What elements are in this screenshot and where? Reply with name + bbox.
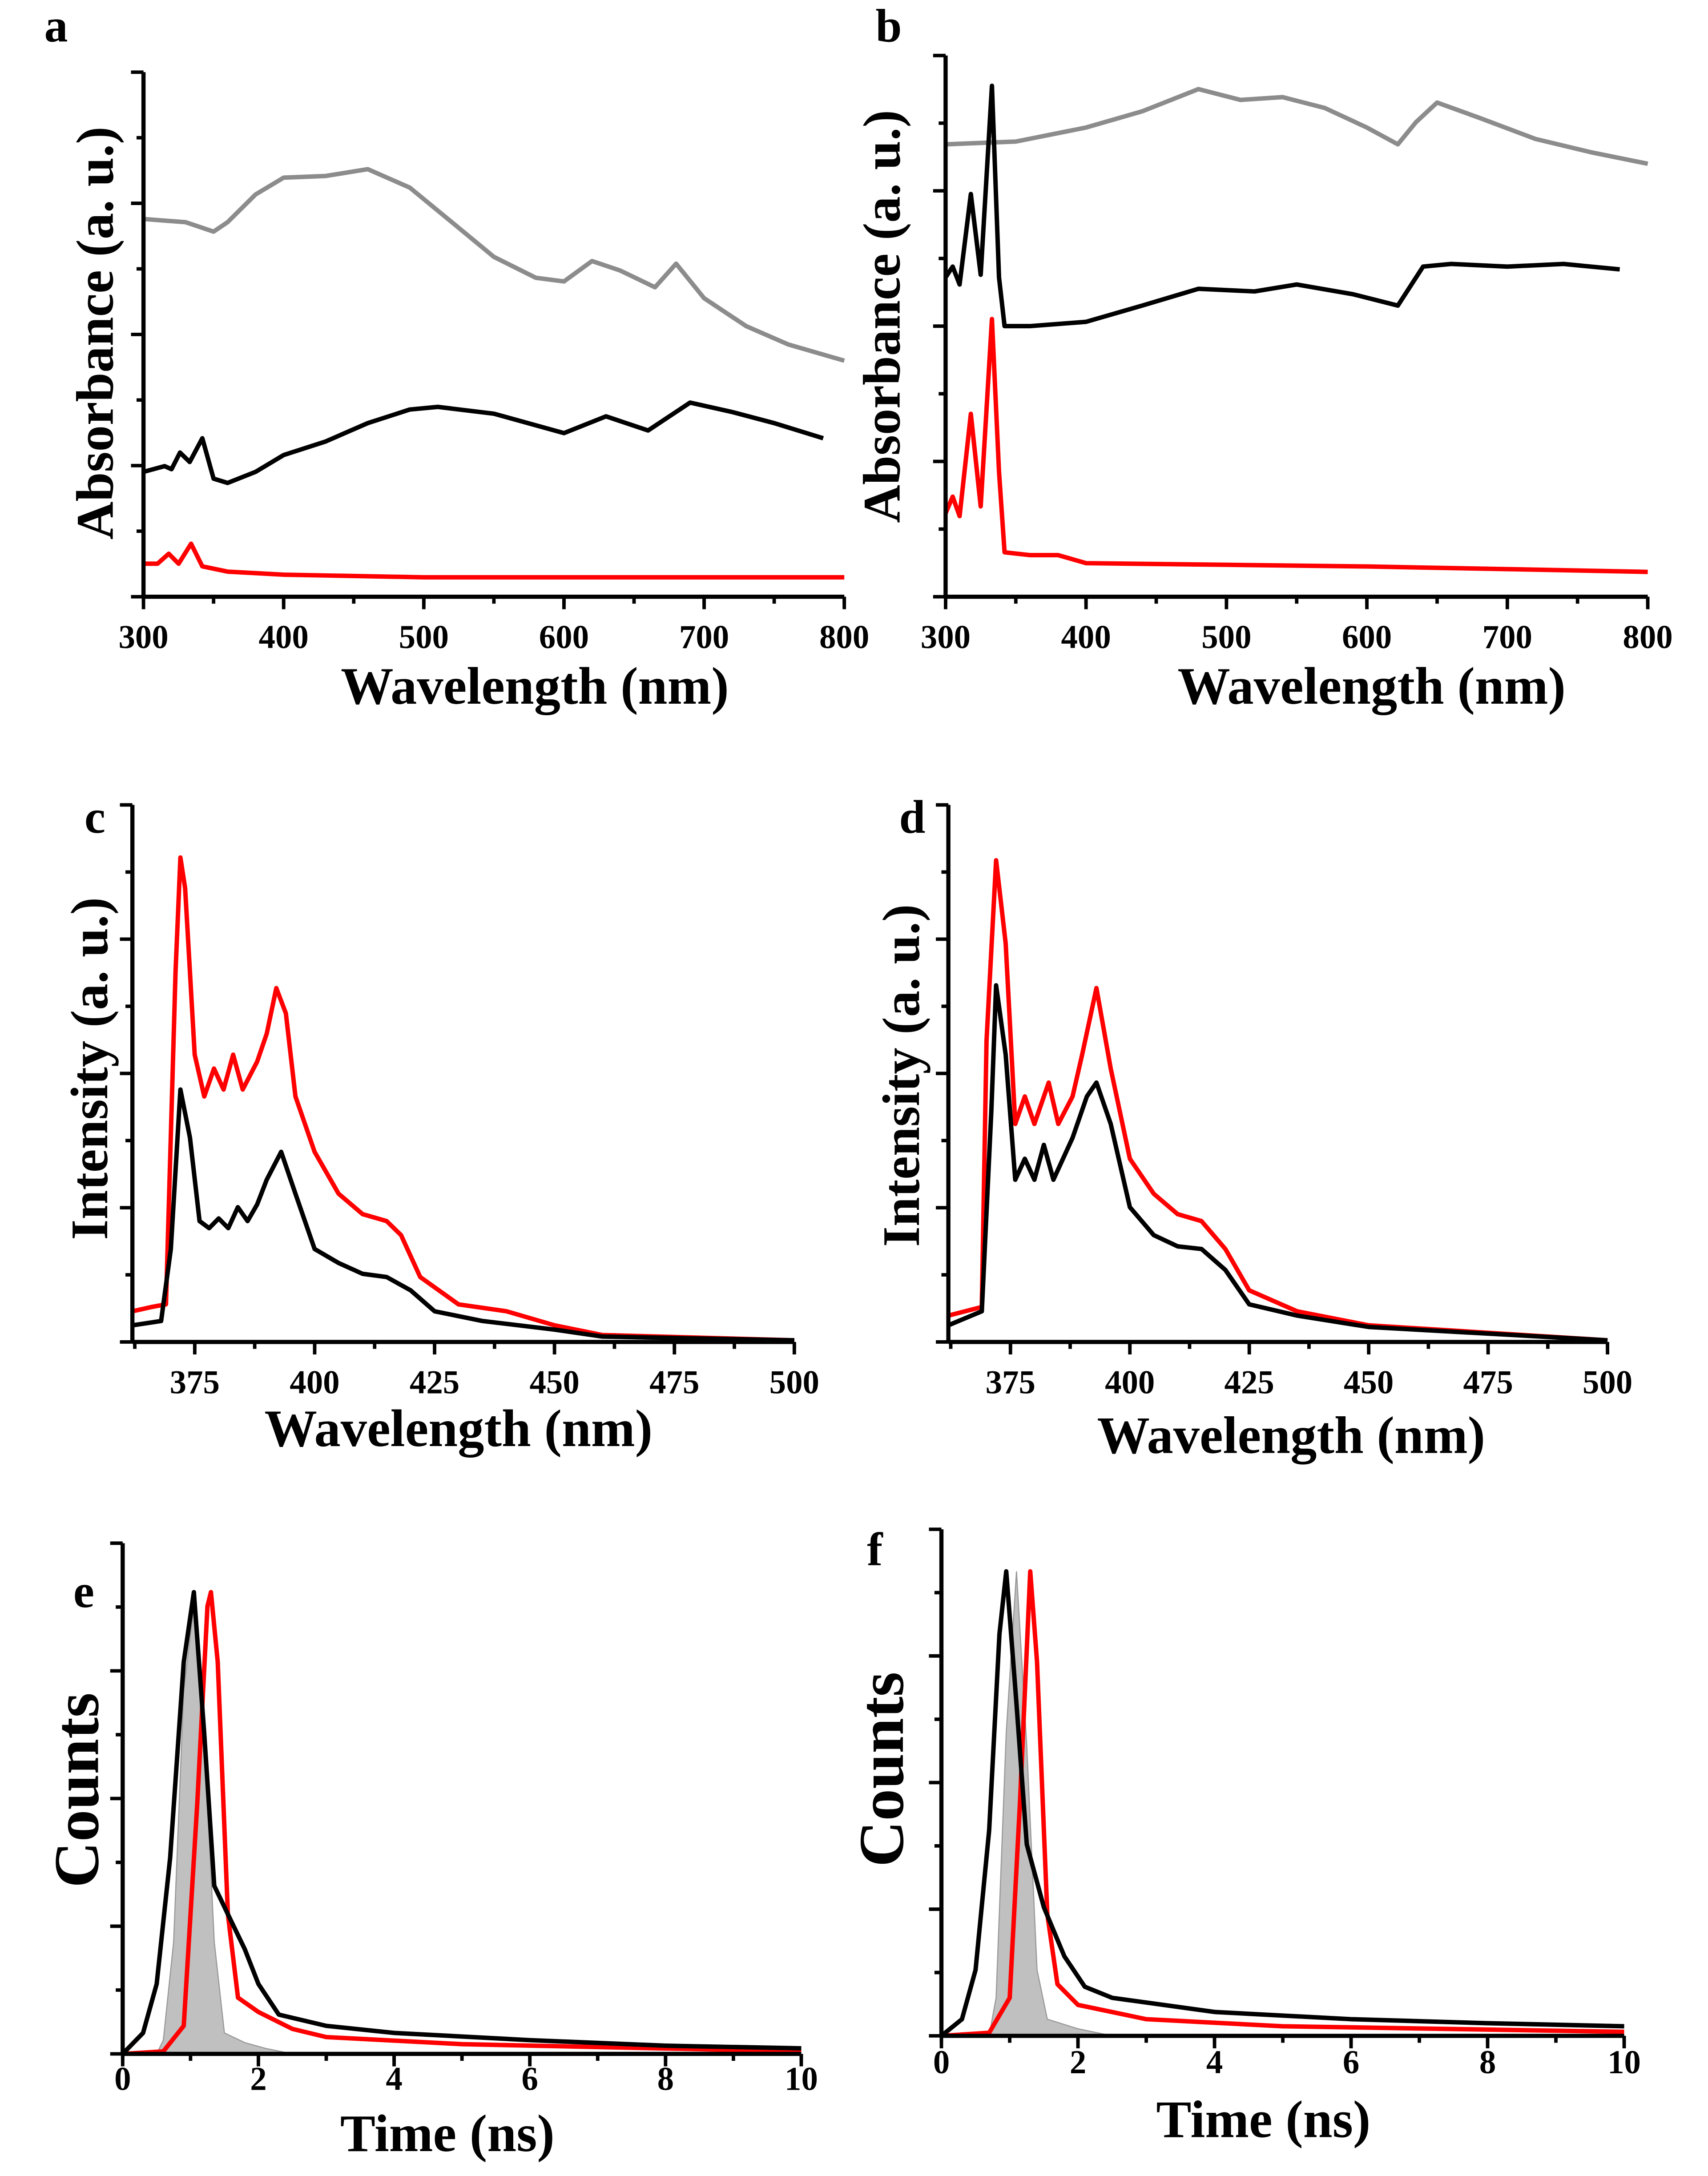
x-tick-label: 2: [1070, 2044, 1086, 2081]
x-tick-label: 10: [1607, 2044, 1641, 2081]
series-line-1: [143, 400, 824, 485]
x-axis-title: Time (ns): [1156, 2090, 1370, 2149]
x-tick-label: 800: [819, 619, 869, 656]
x-tick-label: 0: [933, 2044, 950, 2081]
x-tick-label: 400: [1061, 619, 1111, 656]
x-tick-label: 375: [170, 1364, 220, 1401]
y-axis-title: Absorbance (a. u.): [65, 126, 124, 540]
x-tick-label: 475: [1463, 1364, 1513, 1401]
x-tick-label: 600: [1342, 619, 1392, 656]
x-tick-label: 700: [679, 619, 729, 656]
panel-c: 375 400 425 450 475 500 Wavelength (nm) Intensi…: [60, 790, 819, 1458]
x-tick-label: 300: [118, 619, 168, 656]
panel-letter: d: [899, 790, 926, 843]
x-tick-label: 6: [521, 2061, 538, 2098]
y-axis-title: Absorbance (a. u.): [852, 110, 911, 523]
y-axis-title: Intensity (a. u.): [60, 897, 119, 1240]
x-tick-label: 700: [1482, 619, 1532, 656]
series-line-0: [132, 855, 794, 1343]
series-line-1: [121, 1590, 802, 2055]
x-axis-title: Time (ns): [340, 2104, 555, 2163]
panel-b: 300 400 500 600 700 800 Wavelength (nm) Absorba…: [852, 0, 1672, 715]
panel-letter: e: [73, 1565, 94, 1617]
panel-letter: f: [867, 1523, 883, 1576]
y-axis-title: Counts: [846, 1672, 917, 1867]
panel-a: 300 400 500 600 700 800 Wavelength (nm) Absorba…: [44, 0, 870, 715]
x-axis-title: Wavelength (nm): [341, 657, 729, 715]
x-tick-label: 6: [1343, 2044, 1359, 2081]
x-tick-label: 500: [769, 1364, 819, 1401]
irf-fill-area: [988, 1571, 1112, 2037]
x-axis-title: Wavelength (nm): [1097, 1406, 1485, 1465]
series-line-0: [941, 1569, 1624, 2038]
series-line-1: [943, 83, 1620, 329]
x-tick-label: 500: [1201, 619, 1251, 656]
series-line-0: [122, 1590, 802, 2056]
x-tick-label: 425: [410, 1364, 459, 1401]
panel-letter: b: [875, 0, 902, 52]
x-tick-label: 600: [539, 619, 589, 656]
y-axis-title: Intensity (a. u.): [872, 904, 931, 1247]
x-tick-label: 450: [1344, 1364, 1394, 1401]
x-axis-title: Wavelength (nm): [265, 1399, 653, 1458]
x-tick-label: 300: [921, 619, 971, 656]
x-tick-label: 375: [986, 1364, 1035, 1401]
x-tick-label: 0: [114, 2061, 131, 2098]
x-tick-label: 8: [1479, 2044, 1496, 2081]
series-line-1: [132, 1087, 794, 1343]
panel-letter: c: [85, 790, 105, 843]
panel-e: 0 2 4 6 8 10 Time (ns) Counts e: [41, 1541, 818, 2163]
x-tick-label: 400: [1105, 1364, 1155, 1401]
panel-letter: a: [44, 0, 68, 52]
series-line-2: [943, 317, 1648, 574]
panel-f: 0 2 4 6 8 10 Time (ns) Counts f: [846, 1523, 1641, 2148]
x-tick-label: 450: [529, 1364, 579, 1401]
panel-d: 375 400 425 450 475 500 Wavelength (nm) Intensi…: [872, 790, 1632, 1465]
series-line-1: [947, 983, 1608, 1343]
series-line-0: [143, 167, 845, 363]
series-line-0: [945, 87, 1648, 166]
series-line-1: [940, 1569, 1624, 2038]
x-tick-label: 2: [250, 2061, 266, 2098]
x-tick-label: 4: [386, 2061, 402, 2098]
series-line-0: [947, 858, 1608, 1343]
series-line-2: [143, 541, 845, 580]
x-tick-label: 8: [657, 2061, 674, 2098]
x-axis-title: Wavelength (nm): [1177, 657, 1566, 715]
y-axis-title: Counts: [41, 1692, 112, 1888]
x-tick-label: 400: [290, 1364, 339, 1401]
x-tick-label: 475: [649, 1364, 699, 1401]
x-tick-label: 500: [399, 619, 449, 656]
x-tick-label: 4: [1206, 2044, 1223, 2081]
x-tick-label: 10: [785, 2061, 818, 2098]
x-tick-label: 500: [1583, 1364, 1632, 1401]
x-tick-label: 425: [1225, 1364, 1274, 1401]
x-tick-label: 800: [1623, 619, 1672, 656]
x-tick-label: 400: [259, 619, 309, 656]
